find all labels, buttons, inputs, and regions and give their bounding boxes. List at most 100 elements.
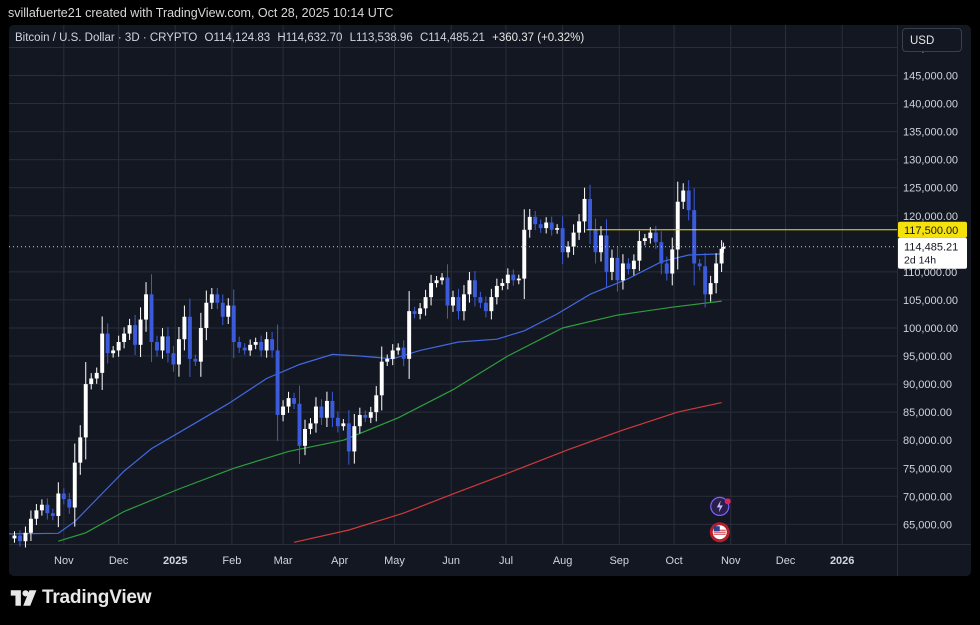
ma-long-line xyxy=(293,402,722,543)
candle-body xyxy=(631,260,636,270)
candle-body xyxy=(555,228,560,230)
candle xyxy=(407,291,412,379)
candle xyxy=(67,492,72,514)
candle xyxy=(670,237,675,286)
candle-body xyxy=(204,302,209,328)
candle-body xyxy=(138,319,143,345)
candle xyxy=(390,344,395,366)
candle-body xyxy=(253,342,258,345)
price-tick-label: 130,000.00 xyxy=(903,155,958,167)
candle-body xyxy=(324,400,329,418)
candle-body xyxy=(396,347,401,351)
candle xyxy=(341,419,346,431)
time-tick-label: Jul xyxy=(499,555,513,567)
candle-body xyxy=(368,412,373,418)
top-caption: svillafuerte21 created with TradingView.… xyxy=(8,6,394,20)
candle-body xyxy=(28,518,33,533)
candle-body xyxy=(187,316,192,359)
candle-body xyxy=(111,350,116,354)
symbol-name[interactable]: Bitcoin / U.S. Dollar · 3D · CRYPTO xyxy=(15,32,198,44)
candle-body xyxy=(615,257,620,281)
change-value: +360.37 (+0.32%) xyxy=(492,32,585,44)
candle xyxy=(78,425,83,475)
candle-body xyxy=(593,229,598,253)
candle-body xyxy=(264,339,269,351)
candle xyxy=(72,443,77,527)
candle xyxy=(209,288,214,310)
candle xyxy=(620,254,625,290)
candle xyxy=(357,407,362,434)
candle xyxy=(533,210,538,231)
candle xyxy=(494,278,499,305)
candle xyxy=(456,288,461,320)
candle-body xyxy=(642,238,647,242)
candle-body xyxy=(335,417,340,427)
candle-body xyxy=(675,201,680,250)
candle-body xyxy=(582,198,587,222)
time-tick-label: Oct xyxy=(666,555,683,567)
candle xyxy=(215,288,220,310)
us-flag-event-icon[interactable] xyxy=(709,522,730,543)
candle xyxy=(226,298,231,325)
candle xyxy=(626,258,631,275)
candle-body xyxy=(105,333,110,354)
candle xyxy=(604,219,609,289)
candle-body xyxy=(330,400,335,418)
candle xyxy=(615,246,620,292)
candle xyxy=(204,290,209,341)
candle-body xyxy=(609,257,614,272)
candle-body xyxy=(56,493,61,516)
candle-body xyxy=(231,305,236,343)
price-tick-label: 95,000.00 xyxy=(903,351,952,363)
time-tick-label: Apr xyxy=(331,555,348,567)
candle xyxy=(275,324,280,441)
candle xyxy=(248,339,253,356)
candle xyxy=(297,385,302,464)
candle-body xyxy=(648,232,653,239)
candle xyxy=(609,249,614,281)
candle xyxy=(434,275,439,288)
candle-body xyxy=(401,347,406,359)
price-chart[interactable]: 150,000.00145,000.00140,000.00135,000.00… xyxy=(9,25,971,576)
candle xyxy=(220,294,225,326)
candle-body xyxy=(721,246,726,249)
candle xyxy=(286,391,291,413)
candle-body xyxy=(516,278,521,281)
candle-body xyxy=(12,535,17,539)
candle-body xyxy=(116,342,121,351)
candle xyxy=(692,188,697,286)
candle xyxy=(149,274,154,363)
candle xyxy=(83,362,88,460)
candle xyxy=(368,406,373,424)
time-tick-label: 2026 xyxy=(830,555,854,567)
candle xyxy=(330,391,335,428)
candle xyxy=(461,285,466,321)
candle-body xyxy=(313,406,318,424)
candle-body xyxy=(692,210,697,264)
candle-body xyxy=(549,222,554,230)
candle xyxy=(451,290,455,312)
price-tick-label: 120,000.00 xyxy=(903,211,958,223)
candle xyxy=(171,345,176,372)
candle-body xyxy=(83,384,88,438)
candle xyxy=(324,391,329,428)
candle-body xyxy=(198,327,203,362)
candle-body xyxy=(78,437,83,463)
currency-button[interactable]: USD xyxy=(902,28,962,52)
candle xyxy=(505,268,510,290)
flag-canton xyxy=(713,526,720,532)
candle xyxy=(308,418,313,435)
candle xyxy=(253,337,258,350)
candle xyxy=(374,386,379,422)
price-tick-label: 80,000.00 xyxy=(903,435,952,447)
candle xyxy=(577,214,582,240)
candle xyxy=(549,216,554,236)
candle xyxy=(467,272,472,303)
candle xyxy=(516,274,521,285)
candle xyxy=(379,346,384,411)
candle-body xyxy=(461,294,466,312)
lightning-event-icon[interactable] xyxy=(710,496,731,517)
candle xyxy=(721,242,726,253)
candle xyxy=(17,530,22,547)
tradingview-logo[interactable]: TradingView xyxy=(10,587,152,609)
